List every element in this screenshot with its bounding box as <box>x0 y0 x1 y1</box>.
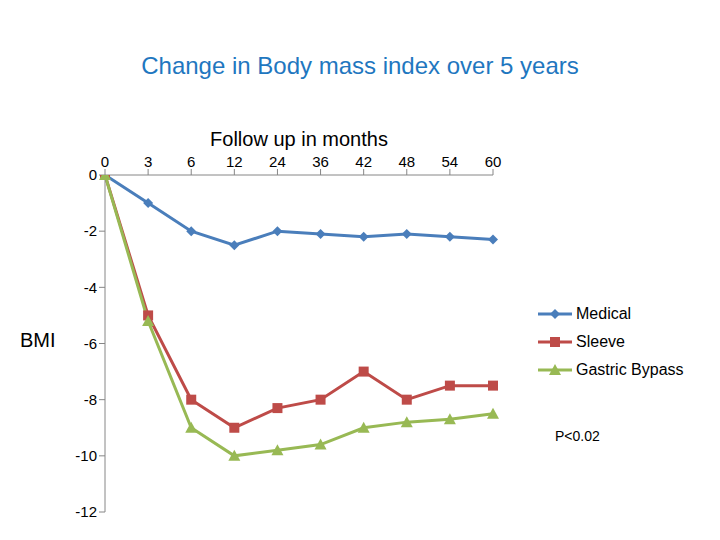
svg-text:6: 6 <box>187 153 195 170</box>
svg-text:-4: -4 <box>84 279 97 296</box>
html-text:P<0.02: P<0.02 <box>555 428 600 444</box>
svg-text:-2: -2 <box>84 222 97 239</box>
html-text:Follow up in months: Follow up in months <box>210 128 388 150</box>
html-text:Medical: Medical <box>576 305 632 322</box>
svg-text:0: 0 <box>89 166 97 183</box>
svg-text:3: 3 <box>144 153 152 170</box>
svg-text:12: 12 <box>226 153 243 170</box>
svg-text:24: 24 <box>269 153 286 170</box>
svg-text:-8: -8 <box>84 391 97 408</box>
svg-text:-10: -10 <box>75 447 97 464</box>
svg-text:54: 54 <box>442 153 459 170</box>
svg-text:0: 0 <box>101 153 109 170</box>
svg-text:48: 48 <box>398 153 415 170</box>
svg-text:60: 60 <box>485 153 502 170</box>
svg-text:42: 42 <box>355 153 372 170</box>
html-text:Gastric Bypass: Gastric Bypass <box>576 361 684 378</box>
html-text:BMI: BMI <box>20 329 56 351</box>
html-text:Change in Body mass index over: Change in Body mass index over 5 years <box>141 52 579 79</box>
svg-text:-12: -12 <box>75 503 97 520</box>
svg-text:-6: -6 <box>84 335 97 352</box>
svg-text:36: 36 <box>312 153 329 170</box>
html-text:Sleeve: Sleeve <box>576 333 625 350</box>
